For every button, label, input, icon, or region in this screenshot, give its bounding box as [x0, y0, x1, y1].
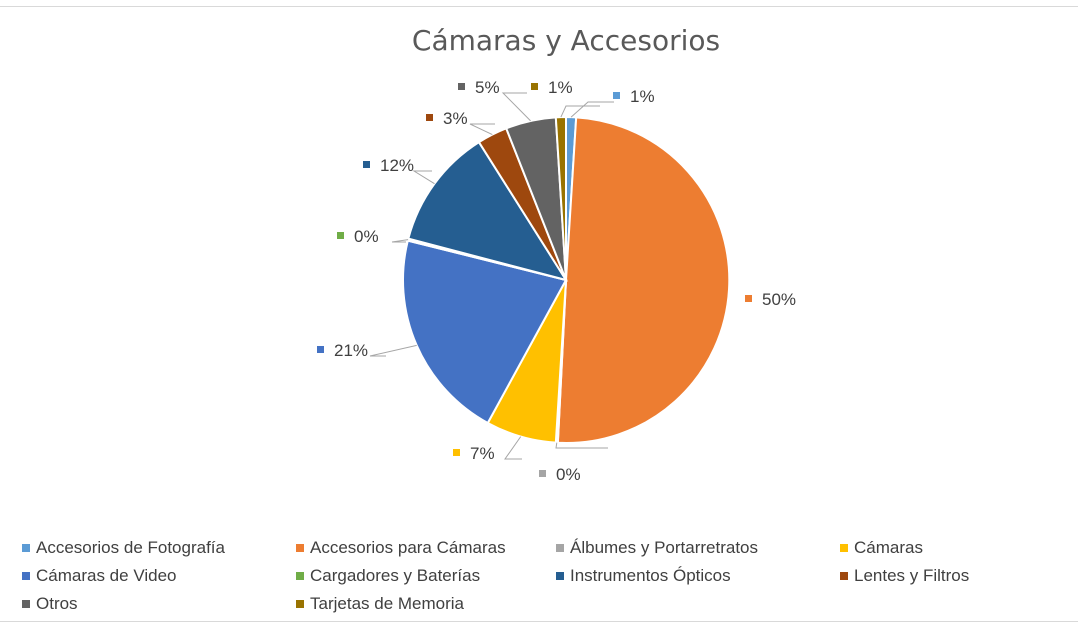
label-marker-otros [458, 83, 465, 90]
leader-line-cargadores-y-baterias [391, 239, 409, 243]
data-label-albumes-y-portarretratos: 0% [556, 465, 581, 484]
leader-line-camaras-de-video [369, 344, 417, 357]
data-label-accesorios-para-camaras: 50% [762, 290, 796, 309]
label-marker-accesorios-de-fotografia [613, 92, 620, 99]
legend-item-albumes-y-portarretratos[interactable]: Álbumes y Portarretratos [556, 538, 758, 558]
leader-line-accesorios-de-fotografia [570, 101, 614, 118]
data-label-instrumentos-opticos: 12% [380, 156, 414, 175]
legend-label: Otros [36, 594, 78, 613]
data-label-lentes-y-filtros: 3% [443, 109, 468, 128]
legend-swatch-cargadores-y-baterias [296, 572, 304, 580]
label-marker-lentes-y-filtros [426, 114, 433, 121]
legend-swatch-otros [22, 600, 30, 608]
legend-label: Cámaras de Video [36, 566, 177, 585]
legend-label: Instrumentos Ópticos [570, 566, 731, 585]
label-marker-cargadores-y-baterias [337, 232, 344, 239]
label-marker-tarjetas-de-memoria [531, 83, 538, 90]
legend-swatch-accesorios-para-camaras [296, 544, 304, 552]
legend-label: Accesorios de Fotografía [36, 538, 225, 557]
legend-label: Accesorios para Cámaras [310, 538, 506, 557]
legend-swatch-instrumentos-opticos [556, 572, 564, 580]
slice-accesorios-para-camaras[interactable] [556, 116, 731, 445]
chart-title: Cámaras y Accesorios [411, 24, 721, 57]
legend-swatch-tarjetas-de-memoria [296, 600, 304, 608]
data-label-accesorios-de-fotografia: 1% [630, 87, 655, 106]
leader-line-otros [501, 92, 531, 122]
data-label-tarjetas-de-memoria: 1% [548, 78, 573, 97]
legend-item-cargadores-y-baterias[interactable]: Cargadores y Baterías [296, 566, 480, 586]
label-marker-accesorios-para-camaras [745, 295, 752, 302]
legend-item-camaras-de-video[interactable]: Cámaras de Video [22, 566, 177, 586]
slice-camaras-de-video[interactable] [402, 239, 568, 425]
label-marker-albumes-y-portarretratos [539, 470, 546, 477]
label-marker-camaras [453, 449, 460, 456]
leader-line-lentes-y-filtros [469, 123, 495, 136]
legend-label: Cargadores y Baterías [310, 566, 481, 585]
legend-label: Lentes y Filtros [854, 566, 970, 585]
label-marker-instrumentos-opticos [363, 161, 370, 168]
leader-line-instrumentos-opticos [412, 170, 435, 185]
legend-swatch-camaras-de-video [22, 572, 30, 580]
data-label-camaras-de-video: 21% [334, 341, 368, 360]
legend-item-otros[interactable]: Otros [22, 594, 78, 614]
legend-item-instrumentos-opticos[interactable]: Instrumentos Ópticos [556, 566, 731, 586]
leader-line-albumes-y-portarretratos [555, 442, 608, 449]
legend-label: Cámaras [854, 538, 923, 557]
legend-swatch-lentes-y-filtros [840, 572, 848, 580]
pie-data-labels: 1% 50% 0% 7% 21% 0% 12% 3% 5% 1% [317, 78, 796, 484]
pie-slices [402, 115, 731, 445]
leader-line-camaras [504, 436, 522, 460]
legend-swatch-camaras [840, 544, 848, 552]
data-label-cargadores-y-baterias: 0% [354, 227, 379, 246]
data-label-otros: 5% [475, 78, 500, 97]
legend-item-accesorios-de-fotografia[interactable]: Accesorios de Fotografía [22, 538, 225, 558]
legend-item-accesorios-para-camaras[interactable]: Accesorios para Cámaras [296, 538, 506, 558]
legend-swatch-albumes-y-portarretratos [556, 544, 564, 552]
legend-label: Álbumes y Portarretratos [570, 538, 759, 557]
legend-item-lentes-y-filtros[interactable]: Lentes y Filtros [840, 566, 969, 586]
data-label-camaras: 7% [470, 444, 495, 463]
legend-label: Tarjetas de Memoria [310, 594, 465, 613]
legend-swatch-accesorios-de-fotografia [22, 544, 30, 552]
label-marker-camaras-de-video [317, 346, 324, 353]
leader-line-tarjetas-de-memoria [560, 105, 600, 118]
legend-item-camaras[interactable]: Cámaras [840, 538, 923, 558]
legend-item-tarjetas-de-memoria[interactable]: Tarjetas de Memoria [296, 594, 464, 614]
